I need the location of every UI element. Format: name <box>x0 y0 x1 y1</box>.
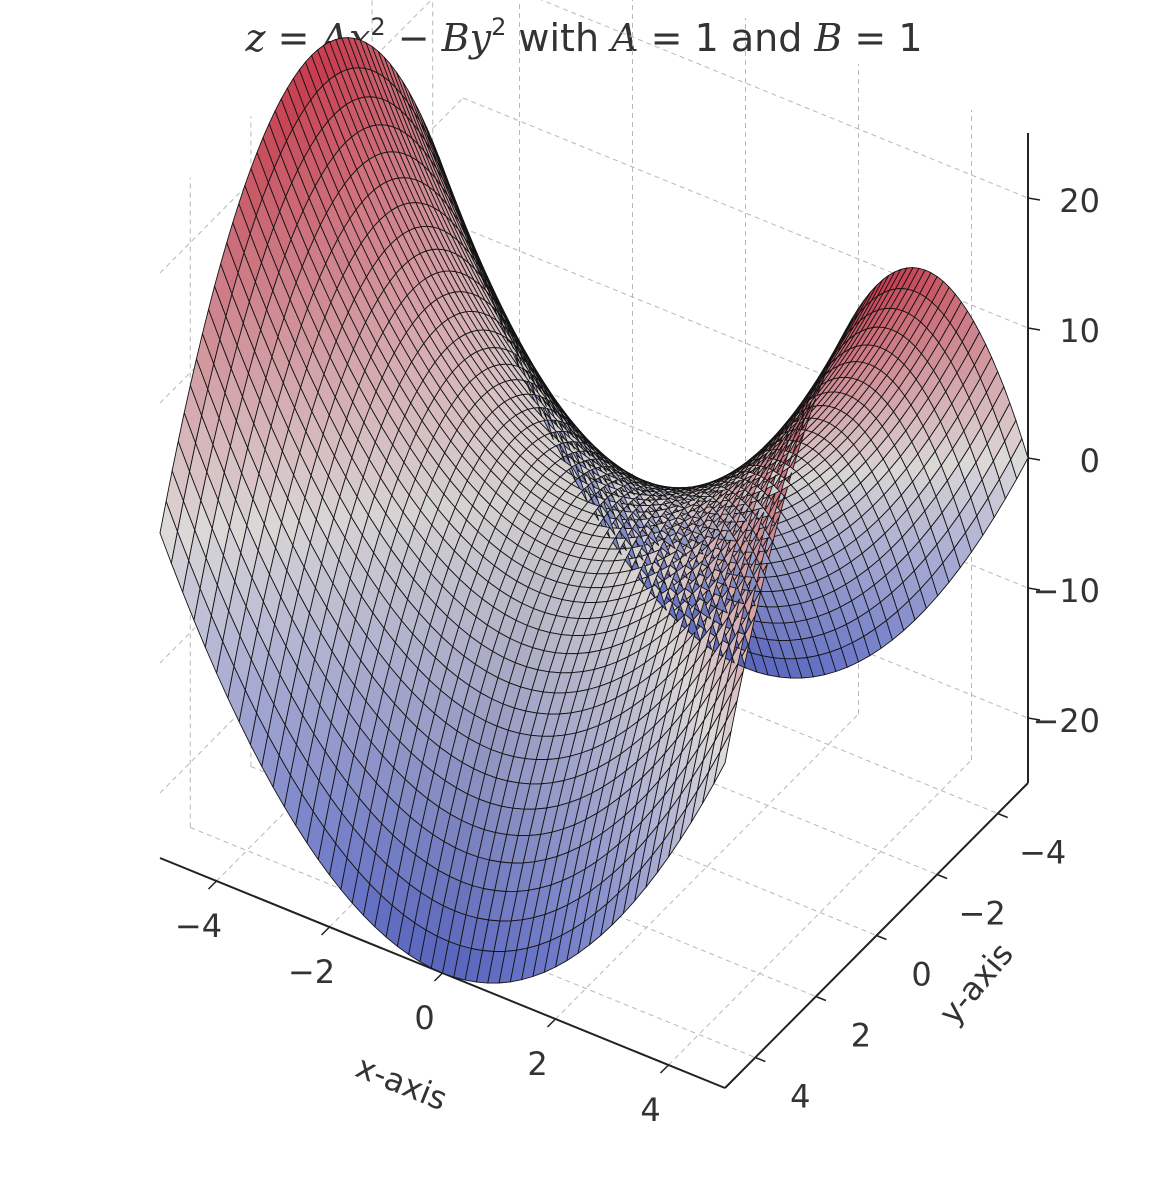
z-tick-label: 10 <box>1059 312 1100 350</box>
x-tick-label: 4 <box>640 1091 660 1129</box>
y-tick-label: −2 <box>959 895 1006 933</box>
z-tick-label: −20 <box>1032 702 1100 740</box>
z-tick-label: 0 <box>1080 442 1100 480</box>
grid-line-y <box>190 827 756 1058</box>
x-tick-label: −2 <box>288 953 335 991</box>
y-tick <box>815 995 827 1002</box>
y-tick <box>876 934 887 941</box>
z-tick-label: −10 <box>1032 572 1100 610</box>
x-tick-label: 2 <box>527 1045 547 1083</box>
x-tick <box>546 1018 557 1028</box>
y-axis-label: y-axis <box>931 935 1021 1031</box>
z-tick <box>1027 587 1041 591</box>
x-tick <box>433 972 444 982</box>
surface-mesh <box>159 37 1029 984</box>
x-tick <box>659 1064 670 1074</box>
x-tick <box>320 926 331 936</box>
y-tick <box>997 812 1008 819</box>
z-tick <box>1027 717 1041 721</box>
z-tick <box>1027 457 1041 461</box>
surface-cell <box>159 500 178 564</box>
y-tick <box>755 1056 766 1063</box>
chart-title: z = Ax2 − By2 with A = 1 and B = 1 <box>245 13 923 60</box>
y-tick-label: 0 <box>911 956 931 994</box>
grid-line-z <box>540 0 1029 199</box>
y-tick-label: 2 <box>851 1017 871 1055</box>
x-tick-label: 0 <box>414 999 434 1037</box>
y-tick <box>936 873 948 880</box>
z-tick <box>1027 197 1041 201</box>
y-tick-label: 4 <box>790 1078 810 1116</box>
x-tick <box>207 880 218 890</box>
x-axis-label: x-axis <box>351 1047 453 1118</box>
x-tick-label: −4 <box>175 907 222 945</box>
z-tick <box>1027 327 1041 331</box>
z-tick-label: 20 <box>1059 182 1100 220</box>
y-tick-label: −4 <box>1019 834 1066 872</box>
